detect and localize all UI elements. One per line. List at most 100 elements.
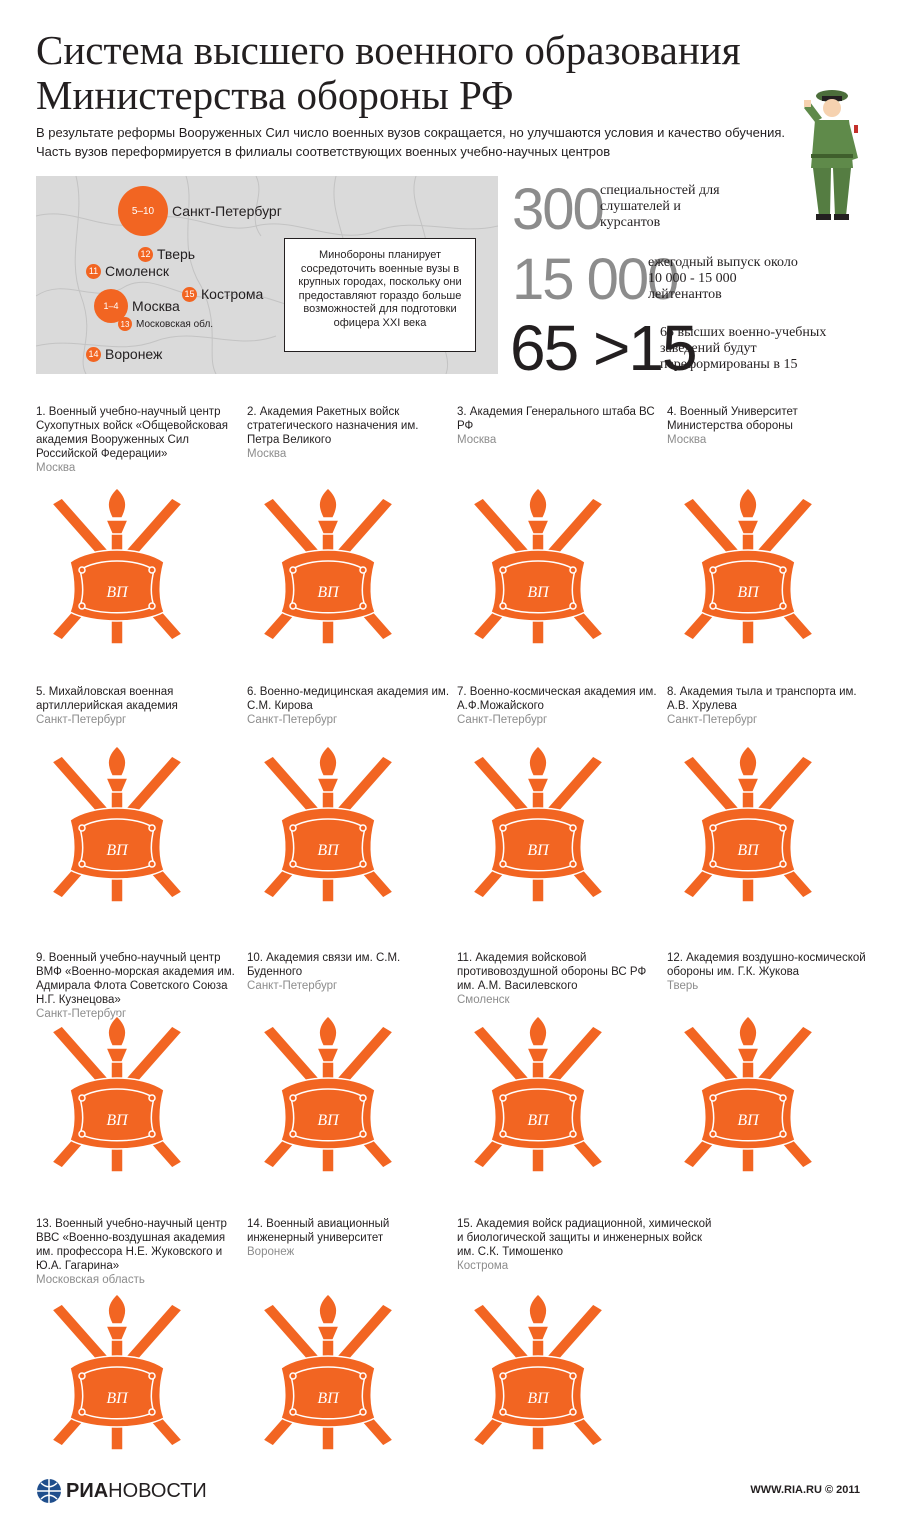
academy-name: 1. Военный учебно-научный центр Сухопутн… xyxy=(36,406,229,460)
academy-name: 10. Академия связи им. С.М. Буденного xyxy=(247,952,401,978)
map-panel: 5–10 Санкт-Петербург 12 Тверь 11 Смоленс… xyxy=(36,176,498,374)
emblem-monogram: ВП xyxy=(737,1112,760,1129)
lead-paragraph: В результате реформы Вооруженных Сил чис… xyxy=(36,125,785,159)
emblem-monogram: ВП xyxy=(737,842,760,859)
map-city-tver: 12 Тверь xyxy=(138,246,195,262)
academy-name: 15. Академия войск радиационной, химичес… xyxy=(457,1218,712,1258)
academy-name: 12. Академия воздушно-космической оборон… xyxy=(667,952,866,978)
academy-city: Кострома xyxy=(457,1260,509,1272)
academy-12: 12. Академия воздушно-космической оборон… xyxy=(667,951,872,993)
ria-logo: РИА НОВОСТИ xyxy=(36,1478,207,1504)
map-badge: 12 xyxy=(138,246,153,262)
academy-city: Воронеж xyxy=(247,1246,295,1258)
academy-4: 4. Военный Университет Министерства обор… xyxy=(667,405,872,447)
emblem-monogram: ВП xyxy=(527,1390,550,1407)
academy-emblem-4: ВП xyxy=(653,484,843,659)
copyright: WWW.RIA.RU © 2011 xyxy=(750,1484,860,1496)
academy-15: 15. Академия войск радиационной, химичес… xyxy=(457,1217,717,1273)
academy-city: Московская область xyxy=(36,1274,145,1286)
academy-city: Санкт-Петербург xyxy=(36,714,127,726)
emblem-monogram: ВП xyxy=(106,842,129,859)
academy-city: Москва xyxy=(247,448,287,460)
academy-city: Москва xyxy=(457,434,497,446)
academy-name: 6. Военно-медицинская академия им. С.М. … xyxy=(247,686,450,712)
emblem-monogram: ВП xyxy=(317,842,340,859)
map-badge: 5–10 xyxy=(118,186,168,236)
emblem-monogram: ВП xyxy=(106,1390,129,1407)
academy-city: Смоленск xyxy=(457,994,510,1006)
academy-city: Москва xyxy=(667,434,707,446)
logo-text-b: НОВОСТИ xyxy=(108,1479,207,1502)
academy-emblem-11: ВП xyxy=(443,1012,633,1187)
academy-6: 6. Военно-медицинская академия им. С.М. … xyxy=(247,685,452,727)
soldier-illustration xyxy=(804,90,858,220)
academy-3: 3. Академия Генерального штаба ВС РФ Моск… xyxy=(457,405,662,447)
academy-10: 10. Академия связи им. С.М. Буденного Сан… xyxy=(247,951,452,993)
logo-text-a: РИА xyxy=(66,1479,109,1502)
stat-value-3: 65 >15 xyxy=(510,312,698,384)
emblem-monogram: ВП xyxy=(317,584,340,601)
map-badge: 14 xyxy=(86,346,101,362)
map-badge: 15 xyxy=(182,286,197,302)
academy-city: Санкт-Петербург xyxy=(247,714,338,726)
stat-text-3: 65 высших военно-учебных заведений будут… xyxy=(660,325,827,372)
academy-5: 5. Михайловская военная артиллерийская а… xyxy=(36,685,241,727)
emblem-monogram: ВП xyxy=(317,1112,340,1129)
academy-name: 7. Военно-космическая академия им. А.Ф.М… xyxy=(457,686,657,712)
map-city-label: Воронеж xyxy=(105,346,163,362)
map-city-label: Санкт-Петербург xyxy=(172,203,282,219)
academy-emblem-8: ВП xyxy=(653,742,843,917)
academy-name: 14. Военный авиационный инженерный униве… xyxy=(247,1218,390,1244)
academy-emblem-6: ВП xyxy=(233,742,423,917)
emblem-monogram: ВП xyxy=(106,1112,129,1129)
emblem-monogram: ВП xyxy=(737,584,760,601)
academy-emblem-1: ВП xyxy=(22,484,212,659)
academy-city: Санкт-Петербург xyxy=(247,980,338,992)
academy-9: 9. Военный учебно-научный центр ВМФ «Вое… xyxy=(36,951,241,1021)
academy-emblem-14: ВП xyxy=(233,1290,423,1465)
map-city-smolensk: 11 Смоленск xyxy=(86,263,169,279)
map-city-label: Тверь xyxy=(157,246,196,262)
title-line-1: Система высшего военного образования xyxy=(36,27,741,73)
title-line-2: Министерства обороны РФ xyxy=(36,72,514,118)
globe-icon xyxy=(37,1479,61,1503)
map-city-label: Кострома xyxy=(201,286,264,302)
academy-8: 8. Академия тыла и транспорта им. А.В. Х… xyxy=(667,685,872,727)
academy-emblem-3: ВП xyxy=(443,484,633,659)
academy-emblem-13: ВП xyxy=(22,1290,212,1465)
stat-text-2: ежегодный выпуск около 10 000 - 15 000 л… xyxy=(648,255,798,302)
emblem-monogram: ВП xyxy=(527,1112,550,1129)
academy-7: 7. Военно-космическая академия им. А.Ф.М… xyxy=(457,685,662,727)
academy-14: 14. Военный авиационный инженерный униве… xyxy=(247,1217,452,1259)
emblem-monogram: ВП xyxy=(527,842,550,859)
map-city-kostroma: 15 Кострома xyxy=(182,286,263,302)
map-background xyxy=(36,176,498,374)
emblem-monogram: ВП xyxy=(106,584,129,601)
academy-city: Санкт-Петербург xyxy=(457,714,548,726)
academy-name: 13. Военный учебно-научный центр ВВС «Во… xyxy=(36,1218,227,1272)
map-city-spb: 5–10 Санкт-Петербург xyxy=(118,186,282,236)
academy-2: 2. Академия Ракетных войск стратегическо… xyxy=(247,405,452,461)
academy-1: 1. Военный учебно-научный центр Сухопутн… xyxy=(36,405,241,475)
academy-name: 9. Военный учебно-научный центр ВМФ «Вое… xyxy=(36,952,235,1006)
map-badge: 13 xyxy=(118,317,132,331)
stat-value-2: 15 000 xyxy=(512,247,679,312)
academy-emblem-7: ВП xyxy=(443,742,633,917)
academy-name: 4. Военный Университет Министерства обор… xyxy=(667,406,798,432)
academy-name: 3. Академия Генерального штаба ВС РФ xyxy=(457,406,655,432)
map-city-label: Московская обл. xyxy=(136,318,214,330)
academy-emblem-5: ВП xyxy=(22,742,212,917)
academy-emblem-9: ВП xyxy=(22,1012,212,1187)
emblem-monogram: ВП xyxy=(527,584,550,601)
academy-emblem-12: ВП xyxy=(653,1012,843,1187)
academy-city: Москва xyxy=(36,462,76,474)
stat-value-1: 300 xyxy=(512,177,605,242)
academy-name: 2. Академия Ракетных войск стратегическо… xyxy=(247,406,419,446)
academy-13: 13. Военный учебно-научный центр ВВС «Во… xyxy=(36,1217,241,1287)
map-city-label: Смоленск xyxy=(105,263,170,279)
academy-name: 5. Михайловская военная артиллерийская а… xyxy=(36,686,178,712)
map-city-voronezh: 14 Воронеж xyxy=(86,346,162,362)
stat-text-1: специальностей для слушателей и курсанто… xyxy=(600,183,720,230)
academy-city: Санкт-Петербург xyxy=(36,1008,127,1020)
map-badge: 11 xyxy=(86,263,101,279)
